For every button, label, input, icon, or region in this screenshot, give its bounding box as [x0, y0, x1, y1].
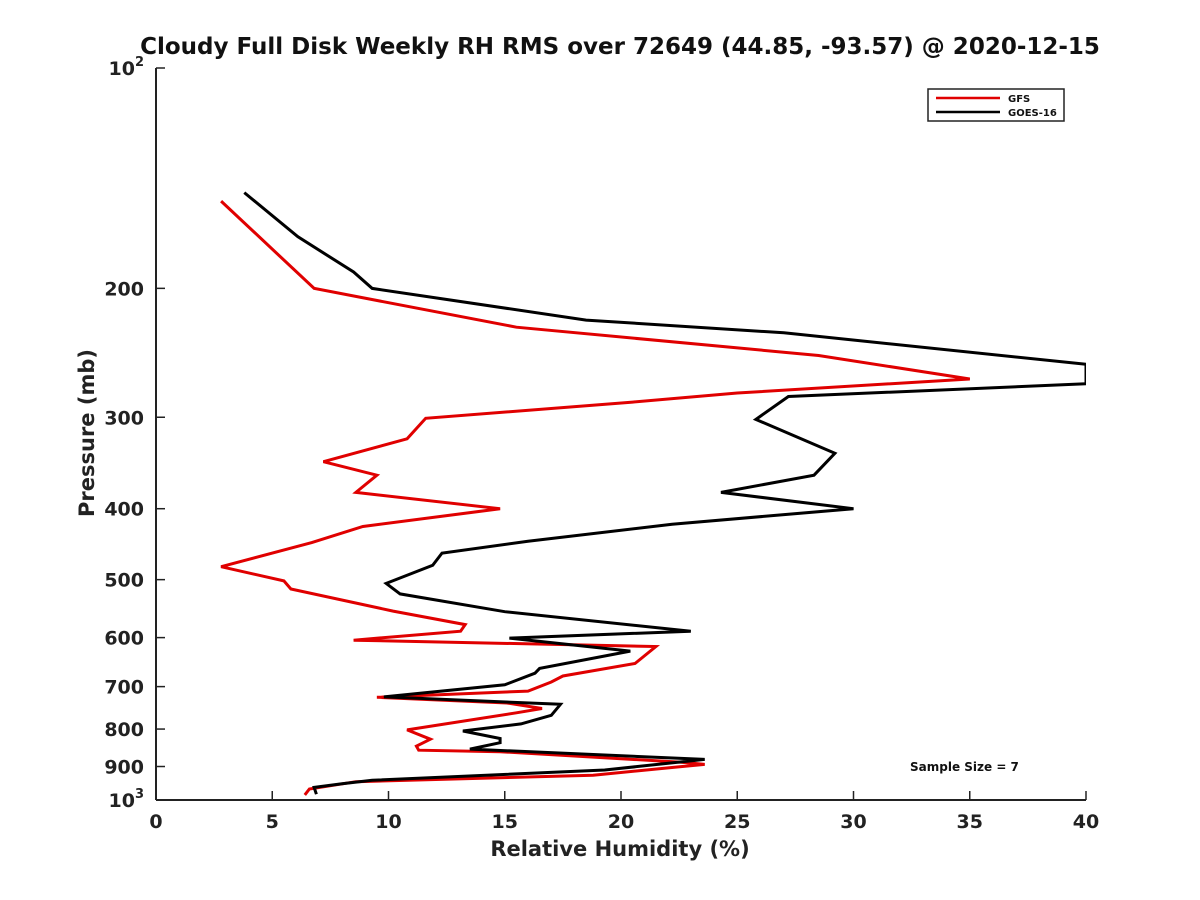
x-tick-label: 15: [492, 811, 518, 833]
y-tick-label-base: 700: [104, 677, 144, 699]
y-tick-label-base: 900: [104, 757, 144, 779]
y-tick-label: 300: [104, 407, 144, 429]
legend-label: GOES-16: [1008, 108, 1057, 119]
plot-frame: [155, 68, 1086, 801]
series-line-goes-16: [243, 191, 1086, 795]
legend: GFS GOES-16: [927, 88, 1065, 122]
y-tick-label-base: 600: [104, 628, 144, 650]
x-tick-label: 40: [1073, 811, 1099, 833]
x-tick-label: 30: [840, 811, 866, 833]
y-tick-label-base: 300: [104, 407, 144, 429]
y-tick-label-base: 800: [104, 719, 144, 741]
chart-title: Cloudy Full Disk Weekly RH RMS over 7264…: [140, 34, 1100, 60]
x-tick-label: 0: [149, 811, 162, 833]
y-tick-label: 102: [109, 55, 145, 80]
y-tick-label-base: 10: [109, 790, 135, 812]
x-tick-label: 10: [375, 811, 401, 833]
y-tick-label-exponent: 2: [135, 55, 144, 70]
series-line-gfs: [220, 200, 971, 796]
legend-label: GFS: [1008, 94, 1030, 105]
series-group: [220, 191, 1086, 796]
y-tick-label-base: 200: [104, 278, 144, 300]
y-tick-label: 900: [104, 757, 144, 779]
x-tick-label: 5: [266, 811, 279, 833]
y-tick-label: 500: [104, 570, 144, 592]
y-axis-label: Pressure (mb): [75, 349, 99, 517]
legend-box: [927, 88, 1065, 122]
y-tick-label: 600: [104, 628, 144, 650]
y-tick-label: 700: [104, 677, 144, 699]
y-tick-label-exponent: 3: [135, 787, 144, 802]
y-tick-label-base: 10: [109, 58, 135, 80]
y-tick-label-base: 400: [104, 499, 144, 521]
x-tick-label: 20: [608, 811, 634, 833]
x-tick-label: 35: [957, 811, 983, 833]
x-axis-label: Relative Humidity (%): [490, 837, 749, 861]
y-tick-label-base: 500: [104, 570, 144, 592]
sample-size-annotation: Sample Size = 7: [910, 760, 1019, 774]
y-tick-label: 800: [104, 719, 144, 741]
x-axis-ticks: 0 5 10 15 20 25 30 35 40: [149, 791, 1099, 833]
x-tick-label: 25: [724, 811, 750, 833]
y-tick-label: 400: [104, 499, 144, 521]
y-tick-label: 200: [104, 278, 144, 300]
y-tick-label: 103: [109, 787, 145, 812]
